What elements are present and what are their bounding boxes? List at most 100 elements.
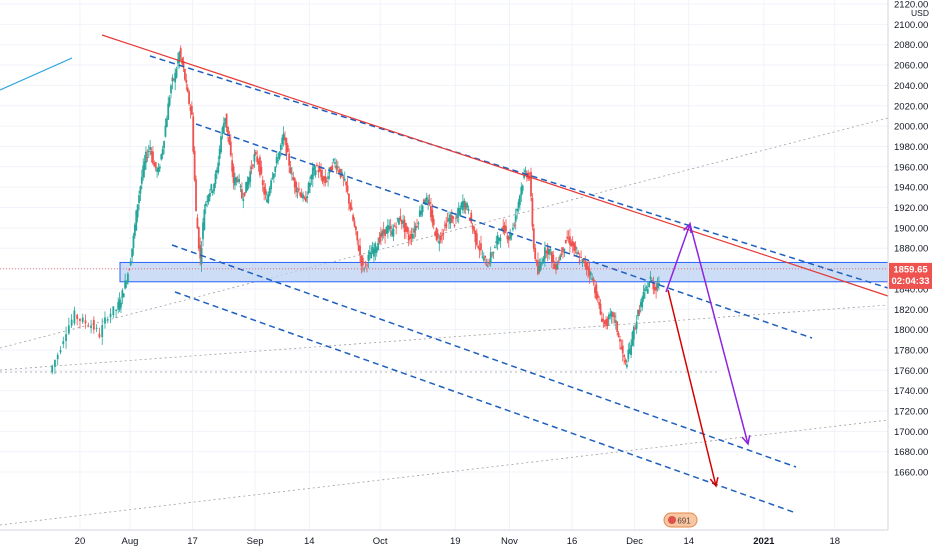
candle-body — [455, 217, 457, 219]
time-axis[interactable]: 20 Aug 17 Sep 14 Oct 19 Nov 16 Dec 14 2021 18 — [0, 529, 932, 550]
candle-body — [495, 241, 498, 244]
candle-body — [538, 265, 541, 272]
candle-body — [149, 147, 152, 150]
red-trendline[interactable] — [101, 34, 889, 297]
y-tick-label: 1960.00 — [894, 162, 928, 173]
candle-body — [619, 339, 621, 342]
candle-body — [189, 106, 192, 111]
candle-body — [127, 273, 129, 283]
candle-body — [289, 167, 292, 174]
candle-body — [124, 280, 127, 289]
candle-body — [399, 216, 402, 221]
candle-body — [339, 168, 342, 178]
x-tick-label: Aug — [122, 536, 139, 547]
candle-body — [552, 254, 555, 263]
candle-body — [570, 242, 573, 247]
candle-body — [177, 59, 179, 64]
candle-body — [303, 197, 306, 199]
candle-body — [595, 284, 598, 299]
candle-body — [459, 207, 462, 216]
candle-body — [393, 225, 396, 227]
candle-body — [90, 325, 92, 329]
candle-body — [639, 301, 642, 307]
events-badge[interactable]: 691 — [663, 512, 698, 528]
candle-body — [79, 318, 81, 321]
candle-body — [474, 230, 477, 243]
y-tick-label: 1800.00 — [894, 325, 928, 336]
candle-body — [388, 225, 391, 230]
candle-body — [471, 225, 474, 229]
candle-body — [165, 118, 168, 128]
candle-body — [584, 260, 587, 267]
candle-body — [591, 278, 594, 281]
candle-body — [651, 279, 653, 282]
candle-body — [581, 258, 584, 264]
candle-body — [316, 164, 318, 167]
candle-body — [574, 245, 577, 250]
candle-body — [386, 225, 389, 233]
candle-body — [51, 365, 54, 373]
candle-body — [578, 260, 581, 262]
candle-body — [523, 174, 525, 178]
x-tick-label: Sep — [247, 536, 264, 547]
candle-body — [236, 179, 239, 182]
y-tick-label: 1680.00 — [894, 447, 928, 458]
y-tick-label: 1940.00 — [894, 183, 928, 194]
candle-body — [446, 219, 449, 221]
candle-body — [168, 97, 171, 106]
candle-body — [309, 182, 311, 188]
candle-body — [179, 48, 182, 58]
candle-body — [587, 266, 589, 271]
candle-body — [649, 276, 652, 280]
candle-body — [542, 258, 545, 262]
candle-body — [142, 165, 145, 178]
candle-body — [425, 197, 428, 201]
y-tick-label: 2040.00 — [894, 81, 928, 92]
candle-body — [129, 261, 132, 266]
candle-body — [610, 311, 613, 317]
x-tick-label: 20 — [75, 536, 86, 547]
y-tick-label: 1820.00 — [894, 305, 928, 316]
candle-body — [133, 224, 136, 236]
candle-body — [421, 205, 424, 213]
candle-body — [217, 162, 220, 173]
candle-body — [409, 236, 411, 240]
candle-body — [320, 169, 323, 177]
candle-body — [221, 127, 224, 134]
candle-body — [291, 173, 293, 175]
candle-body — [222, 123, 225, 134]
candle-body — [506, 235, 509, 240]
candle-body — [531, 197, 534, 227]
candle-body — [231, 160, 234, 172]
channel-top-line — [149, 55, 889, 289]
candle-body — [603, 320, 606, 324]
candle-body — [371, 247, 374, 254]
candle-body — [167, 103, 170, 120]
candle-body — [509, 232, 512, 239]
y-tick-label: 1980.00 — [894, 142, 928, 153]
projection-arrows[interactable] — [665, 221, 751, 488]
candle-body — [345, 181, 348, 186]
y-tick-label: 1780.00 — [894, 345, 928, 356]
support-resistance-zone[interactable] — [119, 261, 889, 283]
descending-channel-lines[interactable] — [149, 55, 889, 514]
current-price-badge: 1859.65 02:04:33 — [889, 262, 932, 289]
candle-body — [146, 157, 149, 159]
candle-body — [496, 235, 499, 245]
candle-body — [487, 266, 489, 268]
candle-body — [207, 194, 210, 203]
candle-body — [379, 233, 382, 238]
candle-body — [557, 260, 560, 262]
candle-body — [329, 167, 332, 172]
candle-body — [532, 228, 535, 249]
events-badge-digits: 691 — [677, 517, 691, 526]
candle-body — [218, 148, 221, 159]
candle-body — [360, 255, 363, 267]
candle-body — [434, 232, 437, 236]
candle-body — [507, 237, 510, 241]
price-axis[interactable]: 1660.00 1680.00 1700.00 1720.00 1740.00 1760.… — [887, 0, 932, 530]
candle-body — [211, 190, 214, 194]
light-blue-trendline[interactable] — [0, 57, 73, 91]
candle-body — [491, 254, 493, 256]
